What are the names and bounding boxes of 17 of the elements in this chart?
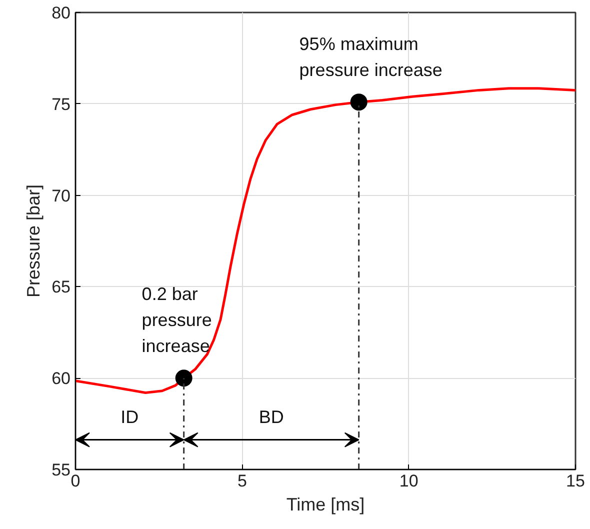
y-tick-label: 75 [52,94,71,114]
annotation: ID [120,406,139,427]
x-axis-title: Time [ms] [286,494,365,514]
line-series [76,87,576,394]
x-tick-label: 10 [399,472,418,490]
y-tick-label: 70 [52,186,71,206]
y-tick-label: 55 [52,460,71,480]
x-tick-label: 15 [566,472,585,490]
y-tick-label: 60 [52,369,71,388]
y-tick-label: 80 [52,4,71,22]
y-axis-title: Pressure [bar] [24,184,44,298]
annotation: 95% maximum pressure increase [299,34,442,80]
y-tick-label: 65 [52,278,71,297]
x-tick-label: 5 [237,472,247,490]
annotation: 0.2 bar pressure increase [142,284,212,356]
annotation: BD [258,406,284,427]
x-tick-label: 0 [70,472,80,490]
